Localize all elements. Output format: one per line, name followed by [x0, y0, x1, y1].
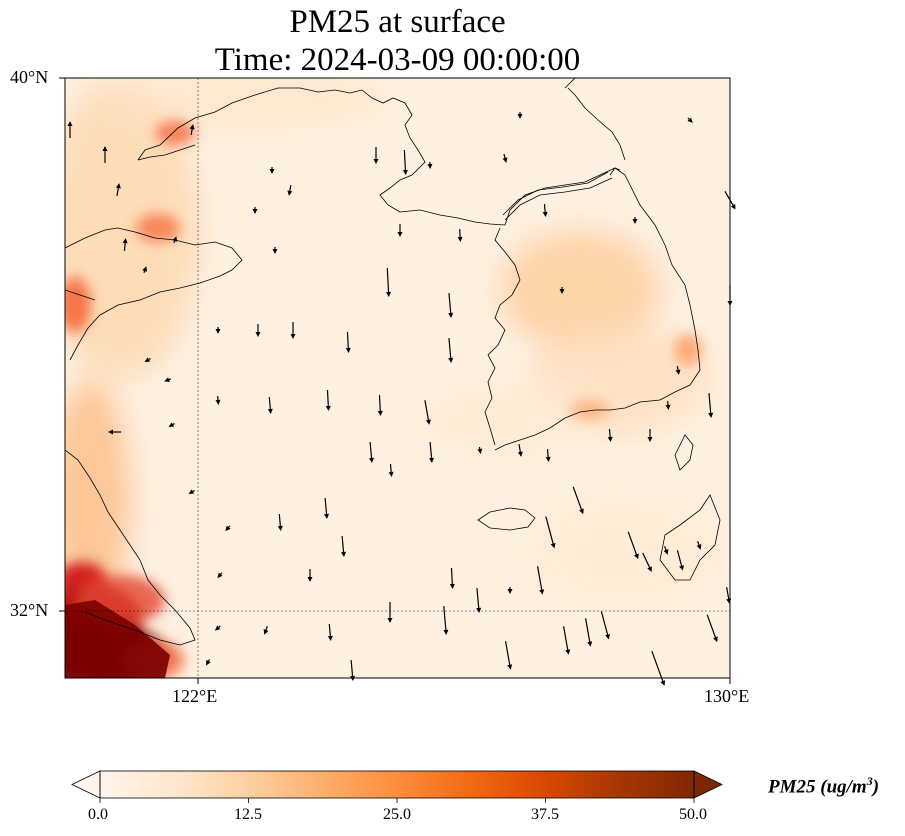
wind-arrow — [397, 224, 403, 237]
lat-label-top: 40°N — [10, 67, 49, 87]
wind-arrow — [214, 625, 221, 631]
wind-arrow — [324, 497, 330, 519]
pm25-field — [65, 78, 730, 678]
wind-arrow — [663, 546, 669, 555]
wind-arrow — [255, 324, 261, 337]
wind-arrow — [584, 618, 593, 647]
wind-arrow — [287, 184, 293, 196]
colorbar-tick-3: 37.5 — [531, 806, 559, 823]
wind-arrow — [142, 266, 148, 274]
wind-arrow — [341, 535, 347, 557]
coastlines — [65, 78, 721, 646]
wind-arrow — [188, 489, 195, 494]
wind-arrow — [651, 650, 666, 686]
wind-arrow — [252, 207, 258, 214]
wind-arrow — [502, 153, 508, 163]
wind-arrow — [225, 525, 231, 532]
wind-arrow — [647, 429, 653, 442]
map-title-line2: Time: 2024-03-09 00:00:00 — [214, 42, 581, 78]
wind-arrow — [189, 124, 195, 136]
wind-arrow — [172, 236, 178, 244]
wind-arrow — [443, 606, 449, 635]
wind-arrow — [307, 569, 313, 582]
lon-label-left: 122°E — [172, 686, 218, 706]
axis-ticks — [59, 77, 731, 684]
wind-arrow — [627, 531, 639, 560]
wind-arrow — [600, 611, 611, 640]
wind-arrow — [122, 238, 128, 252]
wind-arrow — [427, 161, 433, 169]
wind-arrow — [676, 550, 684, 571]
wind-arrow — [665, 400, 671, 410]
wind-arrow — [675, 365, 681, 375]
gridlines — [65, 78, 730, 678]
wind-arrow — [696, 541, 702, 550]
wind-vectors — [67, 112, 736, 686]
wind-arrow — [507, 587, 513, 594]
wind-arrow — [388, 463, 394, 477]
wind-arrow — [706, 614, 718, 643]
wind-arrow — [217, 572, 223, 579]
wind-arrow — [632, 217, 638, 224]
wind-arrow — [369, 441, 375, 463]
wind-arrow — [115, 183, 121, 197]
wind-arrow — [168, 422, 175, 427]
wind-arrow — [536, 566, 545, 595]
wind-arrow — [215, 327, 221, 334]
colorbar-tick-4: 50.0 — [679, 806, 707, 823]
wind-arrow — [559, 287, 565, 294]
lat-label-bottom: 32°N — [10, 600, 49, 620]
wind-arrow — [477, 446, 483, 454]
lon-label-right: 130°E — [704, 686, 750, 706]
wind-arrow — [67, 121, 73, 138]
wind-arrow — [517, 112, 523, 119]
wind-arrow — [108, 429, 121, 435]
wind-arrow — [517, 443, 523, 457]
wind-arrow — [215, 395, 221, 405]
wind-arrow — [724, 191, 736, 210]
wind-arrow — [572, 486, 584, 515]
wind-arrow — [373, 147, 379, 164]
wind-arrow — [402, 149, 408, 175]
wind-arrow — [545, 448, 551, 462]
wind-arrow — [448, 292, 454, 318]
wind-arrow — [708, 392, 714, 418]
wind-arrow — [272, 247, 278, 254]
wind-arrow — [387, 602, 393, 623]
wind-arrow — [449, 567, 455, 589]
wind-arrow — [277, 513, 283, 531]
wind-arrow — [164, 377, 172, 383]
wind-arrow — [144, 357, 151, 362]
wind-arrow — [206, 659, 211, 666]
map-title-line1: PM25 at surface — [289, 4, 506, 40]
wind-arrow — [345, 331, 351, 353]
colorbar-tick-2: 25.0 — [383, 806, 411, 823]
colorbar-tick-0: 0.0 — [88, 806, 108, 823]
wind-arrow — [642, 552, 652, 572]
colorbar — [71, 770, 723, 803]
wind-arrow — [377, 394, 383, 416]
wind-arrow — [327, 623, 333, 641]
wind-arrow — [545, 516, 556, 549]
wind-arrow — [504, 641, 513, 670]
wind-arrow — [386, 267, 392, 297]
wind-arrow — [424, 400, 431, 425]
wind-arrow — [290, 322, 296, 339]
wind-arrow — [267, 396, 273, 414]
colorbar-tick-1: 12.5 — [234, 806, 262, 823]
colorbar-title: PM25 (ug/m3) — [768, 774, 880, 798]
wind-arrow — [448, 337, 454, 363]
wind-arrow — [325, 389, 331, 411]
wind-arrow — [102, 146, 108, 163]
wind-arrow — [429, 441, 435, 463]
wind-arrow — [562, 626, 571, 655]
plot-frame — [64, 77, 731, 679]
wind-arrow — [542, 203, 548, 217]
wind-arrow — [607, 428, 613, 442]
wind-arrow — [269, 167, 275, 174]
wind-arrow — [263, 626, 269, 635]
wind-arrow — [457, 228, 463, 242]
wind-arrow — [476, 587, 482, 613]
